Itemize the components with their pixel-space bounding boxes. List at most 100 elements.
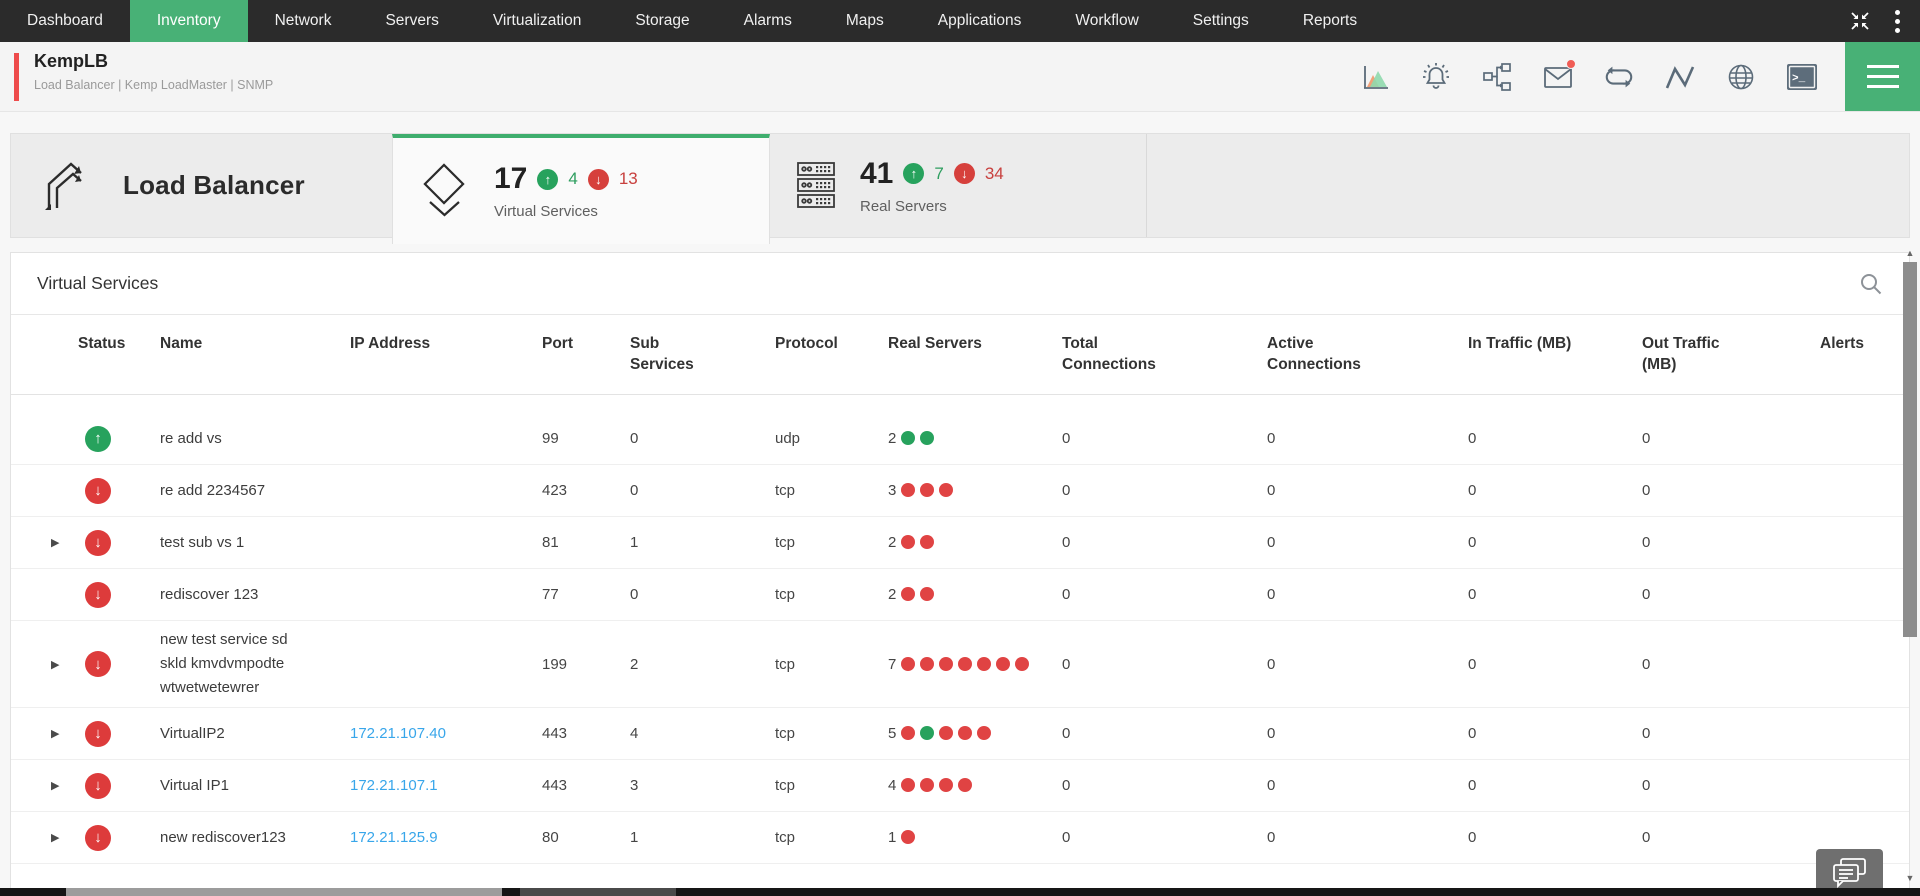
col-header-ip-address[interactable]: IP Address (350, 335, 431, 352)
in-traffic-value: 0 (1468, 655, 1477, 673)
table-row[interactable]: ▶ VirtualIP2 172.21.107.40 443 4 tcp 5 0… (11, 708, 1909, 760)
table-row[interactable]: ▶ new rediscover123 172.21.125.9 80 1 tc… (11, 812, 1909, 864)
col-header-sub-services[interactable]: Sub Services (630, 335, 694, 373)
area-chart-icon[interactable] (1359, 61, 1391, 93)
service-name: new rediscover123 (160, 828, 286, 846)
port-value: 77 (542, 586, 559, 603)
horizontal-scrollbar[interactable] (0, 888, 1920, 896)
nav-item-applications[interactable]: Applications (937, 12, 1022, 29)
green-server-dot (920, 431, 935, 445)
in-traffic-value: 0 (1468, 777, 1477, 794)
nav-item-settings[interactable]: Settings (1192, 12, 1249, 29)
service-name: rediscover 123 (160, 585, 259, 603)
globe-icon[interactable] (1725, 61, 1757, 93)
down-arrow-badge (953, 163, 975, 184)
col-header-port[interactable]: Port (542, 335, 573, 352)
expand-caret-icon[interactable]: ▶ (51, 728, 60, 740)
service-name: re add 2234567 (160, 481, 266, 499)
red-server-dot (939, 778, 954, 792)
red-server-dot (939, 726, 954, 740)
in-traffic-value: 0 (1468, 586, 1477, 603)
terminal-icon[interactable]: >_ (1786, 61, 1818, 93)
green-server-dot (920, 726, 935, 740)
port-value: 99 (542, 430, 559, 447)
table-row[interactable]: ▶ Virtual IP1 172.21.107.1 443 3 tcp 4 0… (11, 760, 1909, 812)
protocol-value: udp (775, 430, 801, 447)
ip-address-link[interactable]: 172.21.107.1 (350, 777, 438, 794)
alarm-bell-icon[interactable] (1420, 61, 1452, 93)
total-connections-value: 0 (1062, 725, 1071, 742)
sub-services-value: 0 (630, 482, 639, 499)
table-row[interactable]: ▶ re add 2234567 423 0 tcp 3 0 0 0 0 (11, 465, 1909, 517)
col-header-protocol[interactable]: Protocol (775, 335, 838, 352)
table-row[interactable]: ▶ re add vs 99 0 udp 2 0 0 0 0 (11, 413, 1909, 465)
expand-caret-icon[interactable]: ▶ (51, 780, 60, 792)
vertical-scroll-thumb[interactable] (1903, 262, 1917, 637)
more-options-kebab-icon[interactable] (1891, 6, 1904, 37)
nav-item-alarms[interactable]: Alarms (743, 12, 792, 29)
collapse-fullscreen-icon[interactable] (1849, 10, 1871, 32)
expand-caret-icon[interactable]: ▶ (51, 658, 60, 671)
in-traffic-value: 0 (1468, 430, 1477, 447)
nav-item-workflow[interactable]: Workflow (1075, 12, 1139, 29)
side-menu-hamburger-button[interactable] (1845, 42, 1920, 111)
scroll-down-arrow[interactable]: ▼ (1905, 873, 1915, 883)
nav-item-virtualization[interactable]: Virtualization (492, 12, 582, 29)
performance-graph-icon[interactable] (1664, 61, 1696, 93)
col-header-out-traffic[interactable]: Out Traffic (MB) (1642, 335, 1720, 373)
nav-item-network[interactable]: Network (274, 12, 332, 29)
nav-item-maps[interactable]: Maps (845, 12, 884, 29)
sync-loop-icon[interactable] (1603, 61, 1635, 93)
ip-address-link[interactable]: 172.21.125.9 (350, 829, 438, 846)
nav-item-servers[interactable]: Servers (385, 12, 439, 29)
col-header-real-servers[interactable]: Real Servers (888, 335, 982, 352)
virtual-services-icon (417, 162, 472, 220)
in-traffic-value: 0 (1468, 829, 1477, 846)
status-badge (85, 581, 111, 608)
col-header-in-traffic[interactable]: In Traffic (MB) (1468, 335, 1572, 352)
tab-virtual-services[interactable]: 17 4 13 Virtual Services (392, 134, 770, 244)
col-header-active-connections[interactable]: Active Connections (1267, 335, 1361, 373)
col-header-total-connections[interactable]: Total Connections (1062, 335, 1156, 373)
red-server-dot (958, 726, 973, 740)
ip-address-link[interactable]: 172.21.107.40 (350, 725, 446, 742)
nav-item-reports[interactable]: Reports (1302, 12, 1358, 29)
topology-icon[interactable] (1481, 61, 1513, 93)
tab-real-servers[interactable]: 41 7 34 Real Servers (770, 134, 1147, 237)
status-badge (85, 425, 111, 452)
virtual-services-panel: Virtual Services Status Name IP Address … (10, 252, 1910, 896)
real-servers-cell: 2 (888, 426, 1040, 451)
in-traffic-value: 0 (1468, 482, 1477, 499)
nav-item-inventory[interactable]: Inventory (129, 0, 248, 42)
sub-services-value: 4 (630, 725, 639, 742)
port-value: 80 (542, 829, 559, 846)
red-server-dot (920, 656, 935, 671)
port-value: 423 (542, 482, 568, 499)
col-header-name[interactable]: Name (160, 335, 203, 352)
table-body: ▶ re add vs 99 0 udp 2 0 0 0 0 ▶ re add … (11, 413, 1909, 864)
down-arrow-badge (587, 168, 609, 190)
nav-item-dashboard[interactable]: Dashboard (27, 12, 103, 29)
scroll-up-arrow[interactable]: ▲ (1905, 248, 1915, 258)
nav-item-storage[interactable]: Storage (635, 12, 690, 29)
expand-caret-icon[interactable]: ▶ (51, 832, 60, 844)
vertical-scrollbar[interactable]: ▲ ▼ (1902, 245, 1918, 886)
mail-icon[interactable] (1542, 58, 1576, 93)
red-server-dot (996, 656, 1011, 671)
table-row[interactable]: ▶ test sub vs 1 81 1 tcp 2 0 0 0 0 (11, 517, 1909, 569)
col-header-status[interactable]: Status (78, 335, 126, 352)
total-connections-value: 0 (1062, 482, 1071, 499)
sub-services-value: 2 (630, 655, 639, 673)
out-traffic-value: 0 (1642, 725, 1651, 742)
horizontal-scroll-thumb[interactable] (66, 888, 502, 896)
status-badge (85, 651, 111, 677)
col-header-alerts[interactable]: Alerts (1820, 335, 1864, 352)
table-row[interactable]: ▶ rediscover 123 77 0 tcp 2 0 0 0 0 (11, 569, 1909, 621)
table-row[interactable]: ▶ new test service sd skld kmvdvmpodte w… (11, 621, 1909, 708)
red-server-dot (920, 587, 935, 601)
protocol-value: tcp (775, 829, 796, 846)
top-navigation: Dashboard Inventory Network Servers Virt… (0, 0, 1920, 42)
device-title: KempLB (34, 51, 109, 71)
expand-caret-icon[interactable]: ▶ (51, 537, 60, 549)
search-icon[interactable] (1859, 272, 1883, 296)
